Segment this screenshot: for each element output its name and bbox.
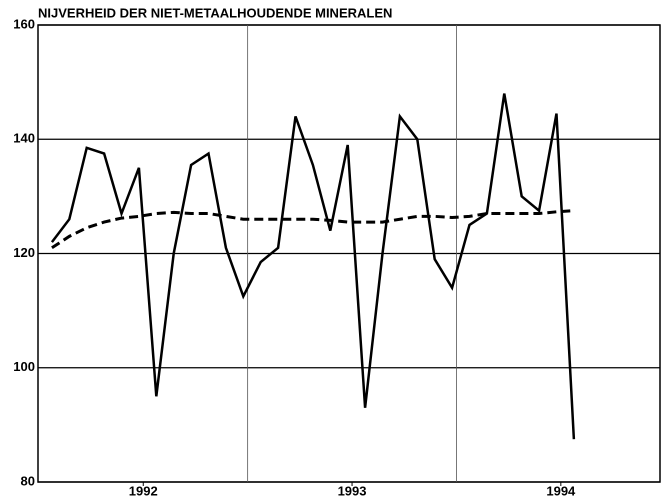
y-tick-label: 140 xyxy=(13,131,35,146)
y-tick-label: 120 xyxy=(13,245,35,260)
dashed-line xyxy=(51,209,574,250)
solid-line xyxy=(50,93,576,440)
x-tick-label: 1992 xyxy=(129,483,158,498)
x-tick-label: 1994 xyxy=(546,483,576,498)
y-tick-label: 80 xyxy=(21,473,35,488)
chart-title: NIJVERHEID DER NIET-METAALHOUDENDE MINER… xyxy=(38,5,392,20)
x-tick-label: 1993 xyxy=(338,483,367,498)
y-tick-label: 160 xyxy=(13,16,35,31)
y-tick-label: 100 xyxy=(13,359,35,374)
